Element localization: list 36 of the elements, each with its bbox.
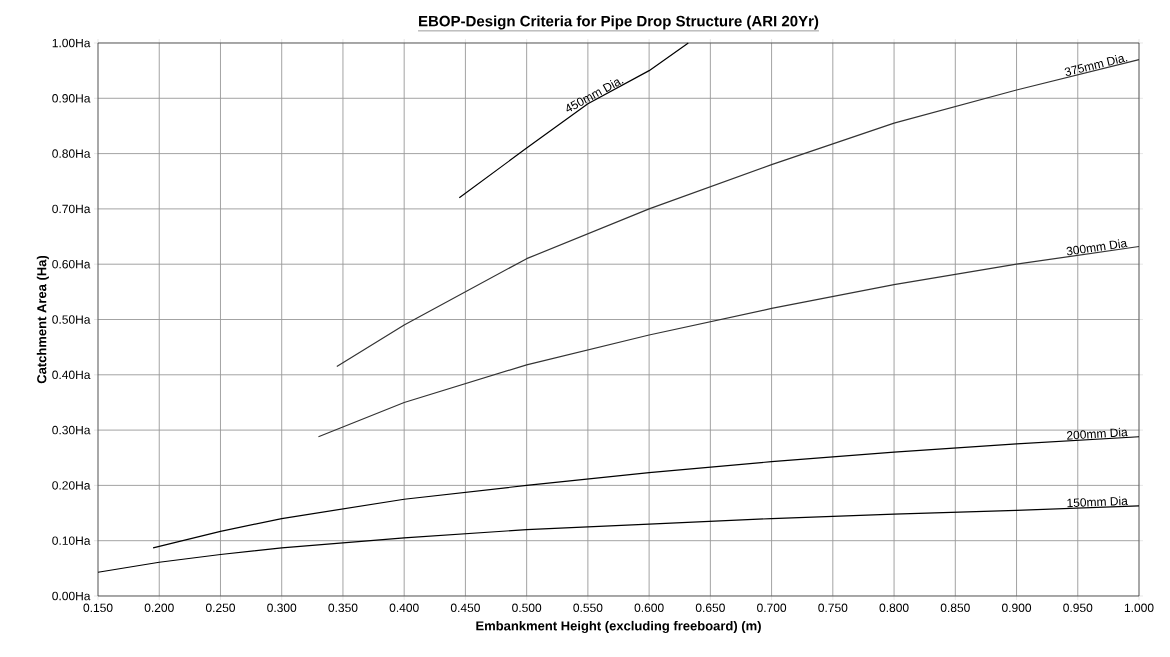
x-tick-label: 0.950 [1063,603,1093,613]
y-axis-title: Catchment Area (Ha) [36,255,49,384]
x-tick-label: 0.800 [879,603,909,613]
y-tick-label: 0.40Ha [52,370,91,380]
x-tick-label: 0.650 [695,603,725,613]
x-tick-label: 0.850 [940,603,970,613]
x-tick-label: 0.700 [757,603,787,613]
x-tick-label: 0.450 [450,603,480,613]
y-tick-label: 1.00Ha [52,38,91,48]
x-tick-label: 0.300 [267,603,297,613]
y-tick-label: 0.50Ha [52,315,91,324]
y-tick-label: 0.00Ha [52,591,91,601]
series-label: 150mm Dia [1067,496,1128,508]
x-tick-label: 0.550 [573,603,603,613]
x-tick-label: 0.750 [818,603,848,613]
y-tick-label: 0.30Ha [52,425,91,435]
y-tick-label: 0.90Ha [52,94,91,103]
x-tick-label: 0.250 [205,603,236,613]
series-label: 200mm Dia [1066,427,1128,440]
x-tick-label: 0.600 [634,603,664,613]
x-tick-label: 0.200 [144,603,174,613]
y-tick-label: 0.10Ha [52,536,91,545]
y-tick-label: 0.80Ha [52,149,91,158]
x-tick-label: 1.000 [1124,603,1154,613]
x-axis-title: Embankment Height (excluding freeboard) (m) [476,620,761,634]
x-tick-label: 0.150 [83,603,113,613]
y-tick-label: 0.60Ha [52,259,91,269]
text: 300mm Dia [1066,239,1128,256]
x-tick-label: 0.500 [512,603,542,613]
text: 375mm Dia. [1064,55,1128,76]
y-tick-label: 0.70Ha [52,204,91,214]
x-tick-label: 0.350 [328,603,358,613]
y-tick-label: 0.20Ha [52,481,91,490]
chart-title: EBOP-Design Criteria for Pipe Drop Structure (ARI 20Yr) [419,15,819,30]
x-tick-label: 0.900 [1001,603,1032,613]
x-tick-label: 0.400 [389,603,419,613]
